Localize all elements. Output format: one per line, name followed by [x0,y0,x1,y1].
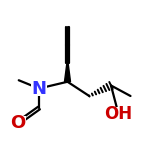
Bar [10,116,26,130]
Text: OH: OH [104,105,133,123]
Text: N: N [32,80,46,98]
Bar [107,107,130,121]
Text: O: O [10,114,26,132]
Bar [31,81,47,96]
Polygon shape [64,63,70,82]
